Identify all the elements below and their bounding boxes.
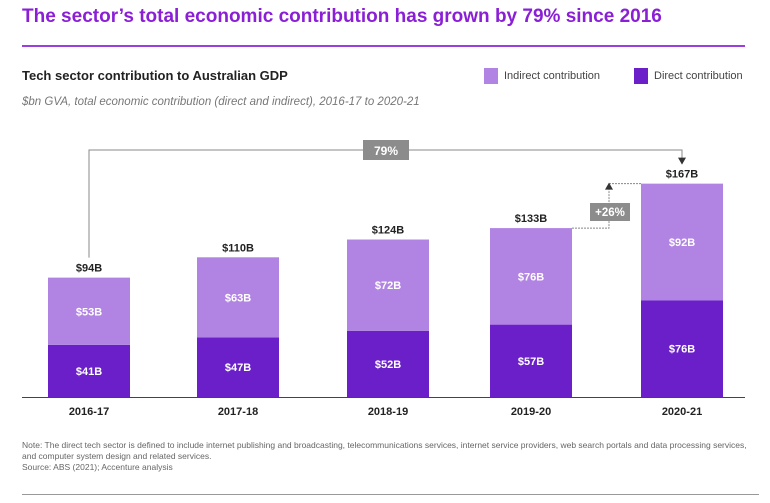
total-label: $94B <box>76 263 102 275</box>
x-tick-label: 2020-21 <box>662 406 702 418</box>
data-label-indirect: $53B <box>76 306 102 318</box>
arrow-up-icon <box>605 182 613 190</box>
bar-direct <box>48 344 130 397</box>
annotation-26: +26% <box>595 207 625 219</box>
legend-swatch-direct <box>634 68 648 84</box>
data-label-direct: $47B <box>225 362 251 374</box>
legend-indirect: Indirect contribution <box>484 68 600 84</box>
bar-direct <box>641 300 723 397</box>
legend-label: Indirect contribution <box>504 70 600 82</box>
x-tick-label: 2017-18 <box>218 406 258 418</box>
annotation-79: 79% <box>374 144 398 158</box>
chart-subtitle: $bn GVA, total economic contribution (di… <box>22 96 420 108</box>
data-label-indirect: $92B <box>669 237 695 249</box>
total-label: $124B <box>372 225 404 237</box>
x-tick-label: 2018-19 <box>368 406 408 418</box>
bar-indirect <box>347 239 429 331</box>
data-label-direct: $76B <box>669 344 695 356</box>
data-label-direct: $52B <box>375 359 401 371</box>
data-label-direct: $41B <box>76 366 102 378</box>
arrow-down-icon <box>678 157 686 165</box>
legend-swatch-indirect <box>484 68 498 84</box>
bar-direct <box>197 337 279 397</box>
bar-indirect <box>490 228 572 325</box>
legend-label: Direct contribution <box>654 70 743 82</box>
data-label-direct: $57B <box>518 356 544 368</box>
source-text: Source: ABS (2021); Accenture analysis <box>22 462 173 472</box>
data-label-indirect: $76B <box>518 271 544 283</box>
bar-indirect <box>48 277 130 345</box>
chart-note: Note: The direct tech sector is defined … <box>22 440 757 473</box>
growth-connector-26 <box>572 189 610 229</box>
data-label-indirect: $63B <box>225 292 251 304</box>
annotation-box-79 <box>363 140 409 160</box>
headline-divider <box>22 45 745 47</box>
total-label: $133B <box>515 213 547 225</box>
note-text: Note: The direct tech sector is defined … <box>22 440 747 461</box>
headline: The sector’s total economic contribution… <box>22 6 662 27</box>
bottom-divider <box>22 494 759 495</box>
bar-direct <box>490 324 572 397</box>
total-label: $167B <box>666 169 698 181</box>
chart-title: Tech sector contribution to Australian G… <box>22 68 288 83</box>
data-label-indirect: $72B <box>375 280 401 292</box>
bar-indirect <box>641 183 723 301</box>
total-label: $110B <box>222 242 254 254</box>
bar-indirect <box>197 257 279 338</box>
x-tick-label: 2019-20 <box>511 406 551 418</box>
bar-direct <box>347 330 429 397</box>
annotation-box-26 <box>590 203 630 221</box>
x-tick-label: 2016-17 <box>69 406 109 418</box>
legend-direct: Direct contribution <box>634 68 743 84</box>
